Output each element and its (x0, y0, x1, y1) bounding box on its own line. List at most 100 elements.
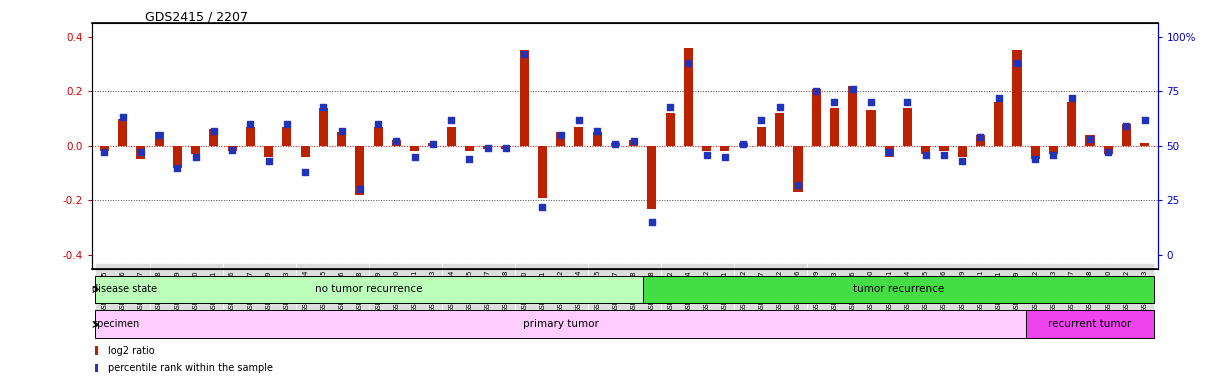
Bar (957, 146, 967, 157)
Bar (173, 146, 182, 168)
Bar (465, 146, 474, 151)
Point (1026, 156, 1045, 162)
Bar (629, 140, 639, 146)
Point (806, 88, 825, 94)
Bar (1122, 124, 1131, 146)
Bar (647, 146, 657, 209)
Bar (100, 146, 109, 151)
Bar (849, 86, 857, 146)
Point (1136, 116, 1155, 122)
Text: recurrent tumor: recurrent tumor (1049, 319, 1132, 329)
Bar (739, 143, 747, 146)
Point (186, 154, 205, 160)
Point (295, 169, 315, 175)
Point (934, 151, 954, 157)
Bar (592, 132, 602, 146)
Point (277, 121, 297, 127)
Point (697, 151, 717, 157)
Bar (429, 143, 437, 146)
Point (1044, 151, 1063, 157)
Bar (610, 143, 620, 146)
Bar (665, 113, 675, 146)
Bar (1012, 50, 1022, 146)
Point (1099, 149, 1118, 156)
Bar (484, 146, 492, 149)
Bar (1067, 102, 1076, 146)
Point (789, 182, 808, 188)
Point (624, 138, 643, 144)
Bar (1140, 143, 1149, 146)
Point (1081, 136, 1100, 142)
Point (222, 147, 242, 153)
Bar (1026, 310, 1154, 338)
Point (424, 141, 443, 147)
Text: disease state: disease state (93, 285, 158, 295)
Point (752, 116, 772, 122)
Bar (502, 146, 510, 149)
Point (131, 149, 150, 156)
Bar (702, 146, 712, 151)
Point (879, 149, 899, 156)
Point (861, 99, 880, 105)
Point (661, 103, 680, 109)
Bar (227, 146, 237, 151)
Point (569, 116, 589, 122)
Point (314, 103, 333, 109)
Bar (1031, 146, 1040, 159)
Point (606, 141, 625, 147)
Bar (867, 110, 875, 146)
Point (459, 156, 479, 162)
Point (824, 99, 844, 105)
Bar (812, 89, 821, 146)
Bar (720, 146, 729, 151)
Bar (921, 146, 930, 154)
Bar (190, 146, 200, 154)
Bar (374, 127, 382, 146)
Point (734, 141, 753, 147)
Point (679, 60, 698, 66)
Bar (137, 146, 145, 159)
Point (167, 165, 187, 171)
Bar (337, 132, 347, 146)
Bar (392, 140, 400, 146)
Bar (537, 146, 547, 198)
Point (952, 158, 972, 164)
Point (259, 158, 278, 164)
Bar (642, 276, 1154, 303)
Point (241, 121, 260, 127)
Bar (1085, 135, 1094, 146)
Point (332, 127, 352, 134)
Bar (447, 127, 455, 146)
Point (971, 134, 990, 140)
Bar (775, 113, 784, 146)
Bar (885, 146, 894, 157)
Bar (355, 146, 364, 195)
Bar (939, 146, 949, 151)
Point (496, 145, 515, 151)
Bar (95, 276, 642, 303)
Point (94, 149, 114, 156)
Bar (118, 119, 127, 146)
Bar (95, 346, 98, 355)
Point (149, 132, 168, 138)
Bar (155, 132, 164, 146)
Bar (1104, 146, 1112, 154)
Bar (757, 127, 766, 146)
Text: no tumor recurrence: no tumor recurrence (315, 285, 422, 295)
Point (551, 132, 570, 138)
Bar (300, 146, 310, 157)
Text: GDS2415 / 2207: GDS2415 / 2207 (145, 10, 248, 23)
Bar (410, 146, 419, 151)
Bar (794, 146, 802, 192)
Point (770, 103, 790, 109)
Bar (574, 127, 584, 146)
Bar (245, 127, 255, 146)
Point (532, 204, 552, 210)
Bar (556, 132, 565, 146)
Point (369, 121, 388, 127)
Bar (994, 102, 1004, 146)
Point (1062, 95, 1082, 101)
Bar (95, 364, 98, 372)
Point (642, 219, 662, 225)
Point (989, 95, 1009, 101)
